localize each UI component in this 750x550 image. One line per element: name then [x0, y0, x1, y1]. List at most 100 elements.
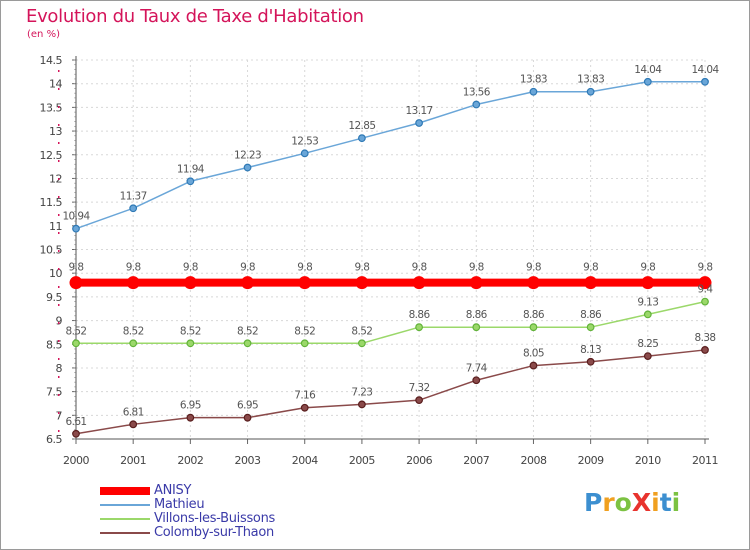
- axis-accent-mark: [58, 394, 60, 396]
- legend-label: ANISY: [154, 483, 192, 498]
- data-label: 11.94: [177, 163, 205, 175]
- axis-accent-mark: [58, 250, 60, 252]
- proxiti-logo: ProXiti: [584, 488, 680, 517]
- data-point: [72, 339, 80, 348]
- x-tick-label: 2002: [177, 454, 203, 467]
- x-tick-label: 2003: [235, 454, 261, 467]
- data-label: 7.23: [351, 386, 372, 398]
- y-tick-label: 14: [49, 78, 62, 91]
- x-tick-label: 2006: [406, 454, 432, 467]
- data-label: 8.86: [409, 309, 431, 321]
- y-tick-label: 12.5: [40, 149, 63, 162]
- axis-accent-mark: [58, 142, 60, 144]
- data-point: [472, 100, 481, 109]
- x-tick-label: 2011: [692, 454, 718, 467]
- data-label: 9.8: [126, 262, 141, 274]
- data-point: [186, 339, 195, 348]
- data-point: [586, 87, 595, 96]
- legend-label: Villons-les-Buissons: [154, 511, 275, 526]
- y-tick-label: 9: [56, 315, 63, 328]
- data-point: [69, 276, 83, 290]
- y-tick-label: 7.5: [46, 386, 62, 399]
- data-label: 12.23: [234, 150, 261, 162]
- data-label: 8.52: [180, 325, 201, 337]
- data-point: [72, 429, 80, 438]
- data-point: [298, 276, 312, 290]
- y-tick-label: 6.5: [46, 433, 62, 446]
- legend-item: Villons-les-Buissons: [100, 511, 360, 526]
- logo-letter: i: [651, 488, 660, 517]
- data-label: 10.94: [62, 211, 90, 223]
- axis-accent-mark: [58, 178, 60, 180]
- x-tick-label: 2001: [120, 454, 146, 467]
- axis-accent-mark: [58, 196, 60, 198]
- data-label: 7.74: [466, 362, 488, 374]
- y-tick-label: 10.5: [40, 244, 63, 257]
- x-tick-label: 2007: [463, 454, 489, 467]
- data-label: 9.8: [640, 262, 655, 274]
- data-point: [472, 376, 481, 385]
- data-point: [300, 149, 309, 158]
- data-point: [586, 323, 595, 332]
- data-label: 11.37: [120, 190, 147, 202]
- data-point: [529, 323, 538, 332]
- data-label: 8.25: [637, 338, 658, 350]
- data-label: 8.86: [523, 309, 545, 321]
- x-tick-label: 2008: [520, 454, 546, 467]
- data-label: 12.53: [291, 135, 318, 147]
- series-line-colomby-sur-thaon: [75, 349, 706, 435]
- y-tick-label: 14.5: [40, 54, 63, 67]
- logo-letter: r: [602, 488, 615, 517]
- data-label: 9.8: [354, 262, 369, 274]
- axis-accent-mark: [58, 88, 60, 90]
- data-label: 13.83: [577, 74, 604, 86]
- data-point: [526, 276, 540, 290]
- data-label: 8.52: [66, 325, 87, 337]
- data-point: [643, 352, 652, 360]
- data-label: 6.81: [123, 406, 144, 418]
- logo-letter: t: [659, 488, 672, 517]
- axes: 6.577.588.599.51010.51111.51212.51313.51…: [40, 54, 719, 467]
- data-point: [701, 77, 709, 86]
- data-point: [584, 276, 598, 290]
- data-point: [469, 276, 483, 290]
- data-label: 8.52: [237, 325, 258, 337]
- data-label: 8.86: [466, 309, 488, 321]
- chart-subtitle: (en %): [27, 29, 60, 40]
- y-tick-label: 12: [49, 172, 62, 185]
- data-label: 9.8: [240, 262, 255, 274]
- y-tick-label: 13: [49, 125, 62, 138]
- data-label: 14.04: [691, 64, 719, 76]
- data-label: 14.04: [634, 64, 662, 76]
- axis-accent-mark: [58, 412, 60, 414]
- data-point: [412, 276, 426, 290]
- data-point: [415, 323, 423, 332]
- data-label: 9.8: [698, 262, 713, 274]
- x-tick-label: 2005: [349, 454, 375, 467]
- data-label: 7.16: [294, 390, 316, 402]
- data-point: [129, 204, 138, 213]
- y-tick-label: 11.5: [40, 196, 63, 209]
- axis-accent-mark: [58, 340, 60, 342]
- axis-accent-mark: [58, 160, 60, 162]
- legend-label: Colomby-sur-Thaon: [154, 525, 274, 540]
- data-label: 8.52: [123, 325, 144, 337]
- data-point: [643, 77, 652, 86]
- data-point: [129, 339, 138, 348]
- data-label: 13.56: [463, 87, 491, 99]
- y-tick-label: 7: [56, 409, 63, 422]
- data-point: [701, 346, 709, 354]
- chart-legend: ANISY Mathieu Villons-les-Buissons Colomby-…: [100, 483, 360, 540]
- data-point: [243, 339, 252, 348]
- data-label: 9.13: [637, 296, 658, 308]
- data-labels: 10.94 11.37 11.94 12.23 12.53 12.85 13.17 13.56…: [62, 64, 720, 428]
- grid: [75, 59, 706, 440]
- data-point: [529, 87, 538, 96]
- data-label: 12.85: [348, 120, 375, 132]
- data-point: [529, 361, 538, 370]
- axis-accent-mark: [58, 106, 60, 108]
- x-tick-label: 2010: [635, 454, 661, 467]
- axis-accent-mark: [58, 286, 60, 288]
- logo-letter: o: [614, 488, 632, 517]
